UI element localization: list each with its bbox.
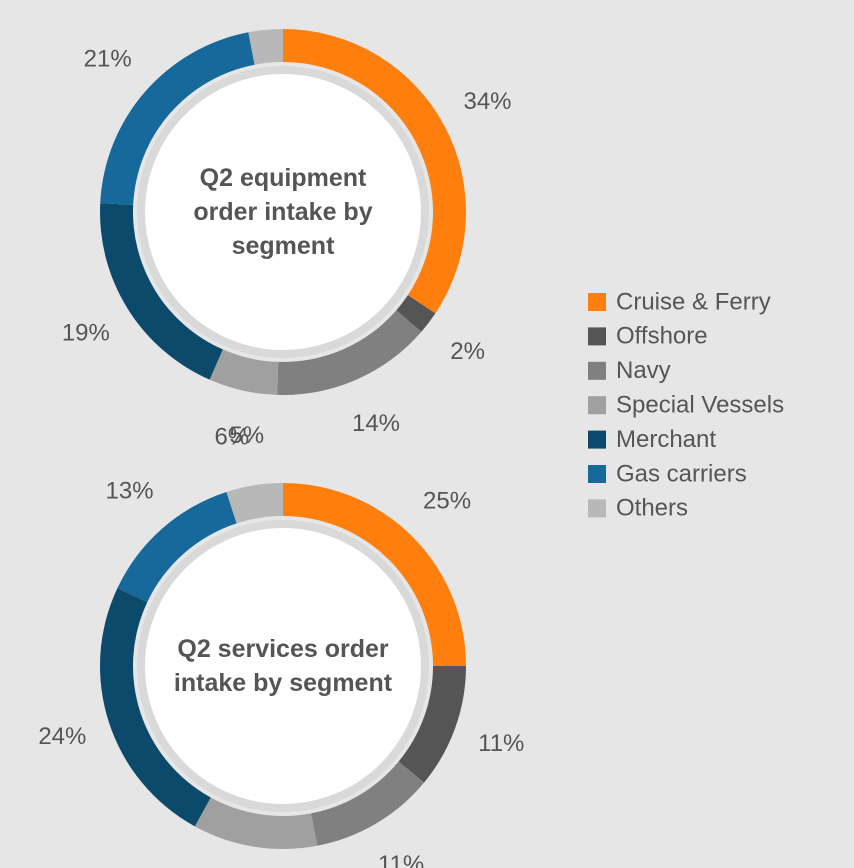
legend-label: Gas carriers <box>616 460 747 487</box>
legend-swatch <box>588 396 606 415</box>
legend-swatch <box>588 499 606 518</box>
donut-segment <box>398 666 466 783</box>
legend-swatch <box>588 327 606 346</box>
donut-segment <box>209 349 279 395</box>
data-label: 34% <box>463 88 511 115</box>
chart-title: Q2 services order intake by segment <box>173 635 393 697</box>
donut-segment <box>283 29 466 314</box>
donut-segment <box>194 797 318 849</box>
donut-segment <box>277 310 422 395</box>
data-label: 25% <box>423 487 471 514</box>
donut-segment <box>248 29 283 65</box>
donut-segment <box>99 203 223 380</box>
data-label: 2% <box>450 338 485 365</box>
chart-title-box: Q2 services order intake by segment <box>173 635 393 697</box>
data-label: 24% <box>38 723 86 750</box>
donut-segment <box>100 32 255 205</box>
donut-segment <box>396 295 436 332</box>
legend-label: Cruise & Ferry <box>616 288 771 315</box>
legend-swatch <box>588 465 606 483</box>
donut-segment <box>117 491 237 603</box>
chart-title-box: Q2 equipment order intake by segment <box>193 164 373 260</box>
data-label: 11% <box>478 730 524 757</box>
data-label: 21% <box>84 45 132 72</box>
legend-label: Others <box>616 495 688 522</box>
data-label: 19% <box>62 320 110 347</box>
donut-segment <box>100 588 211 827</box>
legend-swatch <box>588 430 606 449</box>
data-label: 14% <box>352 410 400 437</box>
legend-label: Merchant <box>616 426 716 453</box>
legend-swatch <box>588 293 606 311</box>
donut-segment <box>226 483 283 524</box>
legend-label: Offshore <box>616 323 708 350</box>
donut-segment <box>311 761 425 846</box>
donut-segment <box>283 483 466 666</box>
chart-title: Q2 equipment order intake by segment <box>193 164 373 260</box>
legend-label: Navy <box>616 357 671 384</box>
data-label: 11% <box>378 851 424 868</box>
data-label: 5% <box>229 422 264 449</box>
legend-label: Special Vessels <box>616 392 784 419</box>
data-label: 6% <box>215 424 250 451</box>
legend-swatch <box>588 361 606 380</box>
donut-hole <box>137 66 429 358</box>
donut-hole <box>137 520 429 812</box>
data-label: 13% <box>106 477 154 504</box>
